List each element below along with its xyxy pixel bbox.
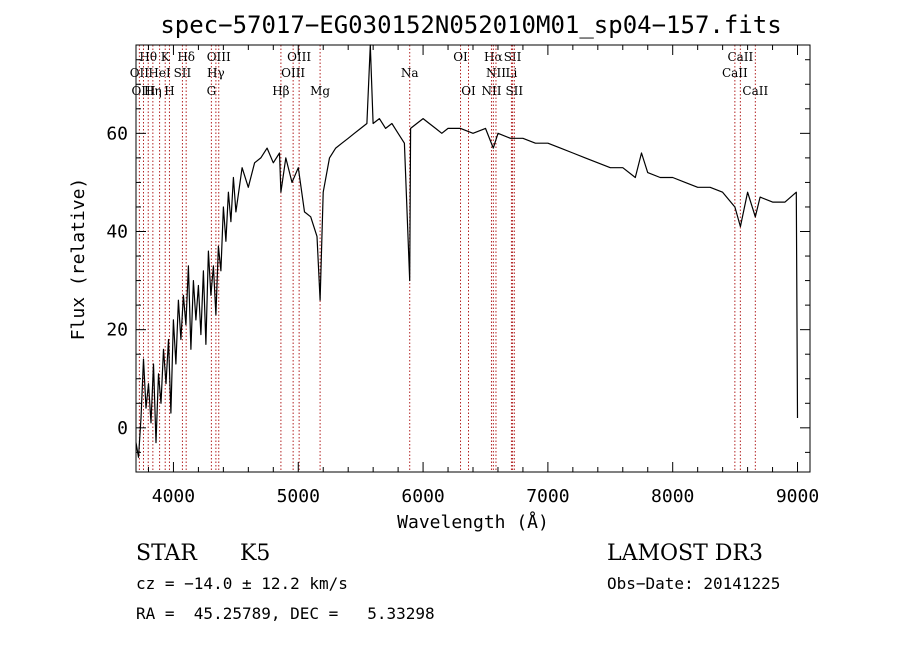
line-label-1: OII: [130, 66, 150, 80]
line-label-5: Hη: [144, 84, 162, 98]
line-label-24: SII: [505, 84, 523, 98]
line-label-8: Hδ: [177, 50, 195, 64]
line-label-6: SII: [174, 66, 192, 80]
obs-date: Obs−Date: 20141225: [607, 574, 780, 593]
line-label-3: K: [161, 50, 171, 64]
line-label-16: Na: [401, 66, 419, 80]
line-label-14: OIII: [281, 66, 305, 80]
series-layer: [135, 44, 799, 458]
line-label-20: SII: [504, 50, 522, 64]
x-tick-label-3: 7000: [526, 486, 569, 507]
line-label-23: NII: [481, 84, 501, 98]
line-label-10: Hγ: [207, 66, 225, 80]
y-tick-label-0: 0: [117, 418, 128, 439]
survey-label: LAMOST DR3: [607, 541, 763, 566]
ticks-layer: 4000 5000 6000 7000 8000 9000 0 20 40 60: [106, 45, 819, 507]
line-label-27: CaII: [742, 84, 768, 98]
line-label-18: OI: [461, 84, 476, 98]
line-label-4: HeI: [148, 66, 171, 80]
line-label-19: Hα: [484, 50, 503, 64]
line-label-9: OIII: [207, 50, 231, 64]
line-label-0: Hθ: [139, 50, 157, 64]
y-tick-label-2: 40: [106, 222, 128, 243]
ra-dec: RA = 45.25789, DEC = 5.33298: [136, 604, 435, 623]
line-label-7: H: [164, 84, 174, 98]
chart-title: spec−57017−EG030152N052010M01_sp04−157.f…: [160, 11, 781, 39]
line-label-26: CaII: [722, 66, 748, 80]
series-line-0: [135, 44, 799, 458]
line-label-21: NII: [486, 66, 506, 80]
line-label-12: Hβ: [272, 84, 289, 98]
object-class: STAR: [136, 541, 198, 566]
y-tick-label-1: 20: [106, 320, 128, 341]
x-tick-label-1: 5000: [277, 486, 320, 507]
line-label-2: OIII: [131, 84, 155, 98]
line-label-13: OIII: [287, 50, 311, 64]
line-label-25: CaII: [727, 50, 753, 64]
x-tick-label-0: 4000: [152, 486, 195, 507]
x-axis-label: Wavelength (Å): [397, 511, 549, 533]
line-label-17: OI: [453, 50, 468, 64]
x-tick-label-4: 8000: [651, 486, 694, 507]
line-label-15: Mg: [310, 84, 330, 98]
line-label-11: G: [207, 84, 217, 98]
y-tick-label-3: 60: [106, 123, 128, 144]
plot-frame: [135, 44, 811, 473]
cz-value: cz = −14.0 ± 12.2 km/s: [136, 574, 348, 593]
object-subclass: K5: [240, 541, 270, 566]
y-axis-label: Flux (relative): [68, 178, 89, 341]
line-label-22: Li: [506, 66, 518, 80]
x-tick-label-2: 6000: [401, 486, 444, 507]
x-tick-label-5: 9000: [776, 486, 819, 507]
